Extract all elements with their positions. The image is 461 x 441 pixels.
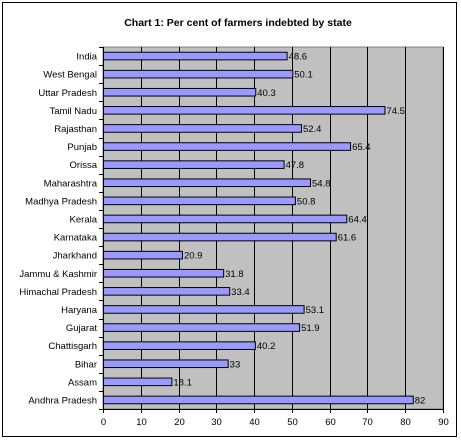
category-label: Chattisgarh xyxy=(48,341,97,352)
category-label: Assam xyxy=(68,377,97,388)
data-label: 54.8 xyxy=(312,178,331,189)
bar xyxy=(103,232,337,242)
bar xyxy=(103,196,296,206)
category-label: Karnataka xyxy=(54,233,98,244)
data-label: 33 xyxy=(230,359,241,370)
category-label: Maharashtra xyxy=(44,178,98,189)
bar xyxy=(103,377,173,387)
data-label: 48.6 xyxy=(289,52,308,63)
category-label: Orissa xyxy=(70,160,98,171)
data-label: 64.4 xyxy=(348,214,367,225)
bar xyxy=(103,87,257,97)
data-label: 61.6 xyxy=(338,233,357,244)
x-tick-label: 70 xyxy=(362,417,373,428)
category-label: Gujarat xyxy=(66,323,98,334)
x-tick-label: 90 xyxy=(438,417,449,428)
bar xyxy=(103,341,256,350)
bar xyxy=(103,51,288,61)
data-label: 50.1 xyxy=(294,70,313,81)
bar xyxy=(103,106,386,115)
x-tick-label: 60 xyxy=(325,417,336,428)
x-tick-label: 50 xyxy=(287,417,298,428)
data-label: 20.9 xyxy=(184,251,203,262)
x-tick-label: 40 xyxy=(249,417,260,428)
data-label: 18.1 xyxy=(173,377,192,388)
bar xyxy=(103,287,231,296)
category-label: Jharkhand xyxy=(53,251,97,262)
data-label: 40.3 xyxy=(257,88,276,99)
bar xyxy=(103,305,305,314)
x-tick-label: 0 xyxy=(101,417,106,428)
category-label: Andhra Pradesh xyxy=(28,395,97,406)
data-label: 65.4 xyxy=(352,142,371,153)
bar xyxy=(103,323,301,332)
bar xyxy=(103,250,183,260)
data-label: 40.2 xyxy=(257,341,276,352)
data-label: 31.8 xyxy=(225,269,244,280)
category-label: West Bengal xyxy=(43,70,97,81)
bar xyxy=(103,359,229,369)
category-label: Bihar xyxy=(75,359,97,370)
data-label: 82 xyxy=(415,395,426,406)
category-label: Tamil Nadu xyxy=(49,106,97,117)
bar xyxy=(103,395,414,405)
x-tick-label: 20 xyxy=(174,417,185,428)
data-label: 52.4 xyxy=(303,124,322,135)
category-label: Rajasthan xyxy=(54,124,97,135)
data-label: 47.8 xyxy=(286,160,305,171)
data-label: 53.1 xyxy=(306,305,325,316)
x-tick-label: 30 xyxy=(211,417,222,428)
bar xyxy=(103,124,302,133)
data-label: 50.8 xyxy=(297,196,316,207)
category-label: Himachal Pradesh xyxy=(19,287,97,298)
category-label: Madhya Pradesh xyxy=(25,196,97,207)
bar xyxy=(103,214,348,224)
bar xyxy=(103,268,225,278)
data-label: 51.9 xyxy=(301,323,320,334)
bar xyxy=(103,160,285,169)
plot-background xyxy=(102,46,444,410)
bar xyxy=(103,69,294,79)
category-label: Kerala xyxy=(70,214,98,225)
category-label: Uttar Pradesh xyxy=(38,88,97,99)
category-label: India xyxy=(76,52,97,63)
bar xyxy=(103,178,312,188)
plot-area: 0 10 20 30 40 50 60 70 80 90 India 48.6 West Bengal 5… xyxy=(19,46,449,428)
chart-title: Chart 1: Per cent of farmers indebted by… xyxy=(124,17,352,29)
data-label: 74.5 xyxy=(386,106,405,117)
data-label: 33.4 xyxy=(231,287,250,298)
category-label: Haryana xyxy=(61,305,98,316)
category-label: Punjab xyxy=(67,142,97,153)
x-tick-label: 80 xyxy=(400,417,411,428)
category-label: Jammu & Kashmir xyxy=(19,269,97,280)
x-tick-label: 10 xyxy=(136,417,147,428)
bar xyxy=(103,142,352,151)
